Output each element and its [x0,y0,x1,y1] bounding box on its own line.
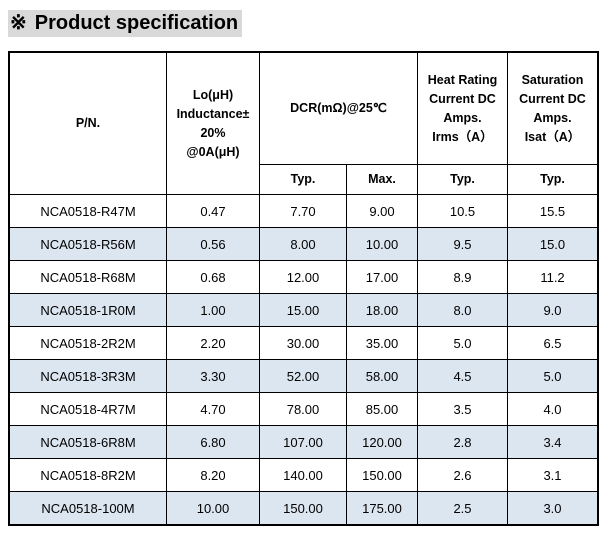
table-row: NCA0518-100M 10.00 150.00 175.00 2.5 3.0 [9,491,598,525]
header-pn: P/N. [9,52,167,195]
table-row: NCA0518-6R8M 6.80 107.00 120.00 2.8 3.4 [9,425,598,459]
header-heat-line: Heat Rating [427,72,498,87]
cell-dcr-typ: 30.00 [259,326,347,360]
table-row: NCA0518-R47M 0.47 7.70 9.00 10.5 15.5 [9,194,598,228]
cell-isat-typ: 5.0 [507,359,598,393]
header-dcr: DCR(mΩ)@25℃ [259,52,418,165]
cell-isat-typ: 11.2 [507,260,598,294]
cell-dcr-max: 175.00 [346,491,418,525]
cell-inductance: 2.20 [166,326,260,360]
table-row: NCA0518-3R3M 3.30 52.00 58.00 4.5 5.0 [9,359,598,393]
cell-irms-typ: 3.5 [417,392,508,426]
header-sat-line: Isat（A） [524,129,581,144]
cell-inductance: 3.30 [166,359,260,393]
cell-dcr-max: 17.00 [346,260,418,294]
cell-part-number: NCA0518-R68M [9,260,167,294]
cell-dcr-typ: 78.00 [259,392,347,426]
cell-isat-typ: 4.0 [507,392,598,426]
cell-dcr-typ: 52.00 [259,359,347,393]
subheader-sat-typ: Typ. [507,164,598,195]
subheader-dcr-typ: Typ. [259,164,347,195]
cell-irms-typ: 8.9 [417,260,508,294]
header-sat-line: Current DC [519,91,586,106]
cell-inductance: 0.68 [166,260,260,294]
cell-irms-typ: 2.5 [417,491,508,525]
cell-part-number: NCA0518-2R2M [9,326,167,360]
header-inductance-line: Lo(μH) [192,87,234,102]
cell-part-number: NCA0518-R56M [9,227,167,261]
subheader-row: Typ. Max. Typ. Typ. [10,164,598,195]
cell-dcr-max: 85.00 [346,392,418,426]
cell-isat-typ: 9.0 [507,293,598,327]
cell-dcr-max: 9.00 [346,194,418,228]
cell-inductance: 0.47 [166,194,260,228]
spec-table-body: NCA0518-R47M 0.47 7.70 9.00 10.5 15.5 NCA0518-… [9,194,598,525]
cell-dcr-max: 10.00 [346,227,418,261]
cell-irms-typ: 8.0 [417,293,508,327]
table-row: NCA0518-R56M 0.56 8.00 10.00 9.5 15.0 [9,227,598,261]
cell-dcr-typ: 15.00 [259,293,347,327]
cell-dcr-typ: 140.00 [259,458,347,492]
section-title-text: Product specification [34,12,239,34]
cell-part-number: NCA0518-8R2M [9,458,167,492]
cell-irms-typ: 10.5 [417,194,508,228]
cell-inductance: 6.80 [166,425,260,459]
cell-inductance: 1.00 [166,293,260,327]
cell-isat-typ: 15.5 [507,194,598,228]
cell-inductance: 10.00 [166,491,260,525]
cell-part-number: NCA0518-1R0M [9,293,167,327]
cell-dcr-typ: 150.00 [259,491,347,525]
cell-inductance: 8.20 [166,458,260,492]
header-sat-line: Saturation [521,72,584,87]
table-row: NCA0518-1R0M 1.00 15.00 18.00 8.0 9.0 [9,293,598,327]
cell-dcr-typ: 8.00 [259,227,347,261]
cell-dcr-max: 58.00 [346,359,418,393]
header-heat-line: Current DC [429,91,496,106]
subheader-heat-typ: Typ. [417,164,508,195]
cell-irms-typ: 2.8 [417,425,508,459]
cell-irms-typ: 4.5 [417,359,508,393]
header-inductance-line: @0A(μH) [186,144,240,159]
cell-inductance: 4.70 [166,392,260,426]
header-saturation: Saturation Current DC Amps. Isat（A） [507,52,598,165]
cell-dcr-max: 150.00 [346,458,418,492]
section-title: ※ Product specification [8,10,242,37]
cell-dcr-typ: 12.00 [259,260,347,294]
cell-isat-typ: 3.4 [507,425,598,459]
table-row: NCA0518-R68M 0.68 12.00 17.00 8.9 11.2 [9,260,598,294]
reference-mark-icon: ※ [10,12,27,34]
table-row: NCA0518-8R2M 8.20 140.00 150.00 2.6 3.1 [9,458,598,492]
cell-dcr-typ: 7.70 [259,194,347,228]
cell-inductance: 0.56 [166,227,260,261]
subheader-dcr-max: Max. [346,164,418,195]
cell-dcr-max: 35.00 [346,326,418,360]
cell-irms-typ: 9.5 [417,227,508,261]
table-row: NCA0518-4R7M 4.70 78.00 85.00 3.5 4.0 [9,392,598,426]
table-row: NCA0518-2R2M 2.20 30.00 35.00 5.0 6.5 [9,326,598,360]
header-heat-line: Irms（A） [432,129,493,144]
cell-part-number: NCA0518-6R8M [9,425,167,459]
cell-part-number: NCA0518-100M [9,491,167,525]
header-heat-line: Amps. [443,110,482,125]
cell-part-number: NCA0518-4R7M [9,392,167,426]
cell-irms-typ: 5.0 [417,326,508,360]
cell-dcr-max: 120.00 [346,425,418,459]
header-row: P/N. Lo(μH) Inductance± 20% @0A(μH) DCR(… [9,52,598,195]
header-sat-line: Amps. [533,110,572,125]
cell-part-number: NCA0518-3R3M [9,359,167,393]
cell-irms-typ: 2.6 [417,458,508,492]
cell-dcr-typ: 107.00 [259,425,347,459]
header-inductance: Lo(μH) Inductance± 20% @0A(μH) [166,52,260,195]
header-inductance-line: Inductance± [176,106,250,121]
cell-isat-typ: 3.1 [507,458,598,492]
cell-dcr-max: 18.00 [346,293,418,327]
cell-isat-typ: 6.5 [507,326,598,360]
spec-table: P/N. Lo(μH) Inductance± 20% @0A(μH) DCR(… [8,51,599,526]
cell-part-number: NCA0518-R47M [9,194,167,228]
cell-isat-typ: 15.0 [507,227,598,261]
cell-isat-typ: 3.0 [507,491,598,525]
header-inductance-line: 20% [200,125,226,140]
header-heat-rating: Heat Rating Current DC Amps. Irms（A） [417,52,508,165]
